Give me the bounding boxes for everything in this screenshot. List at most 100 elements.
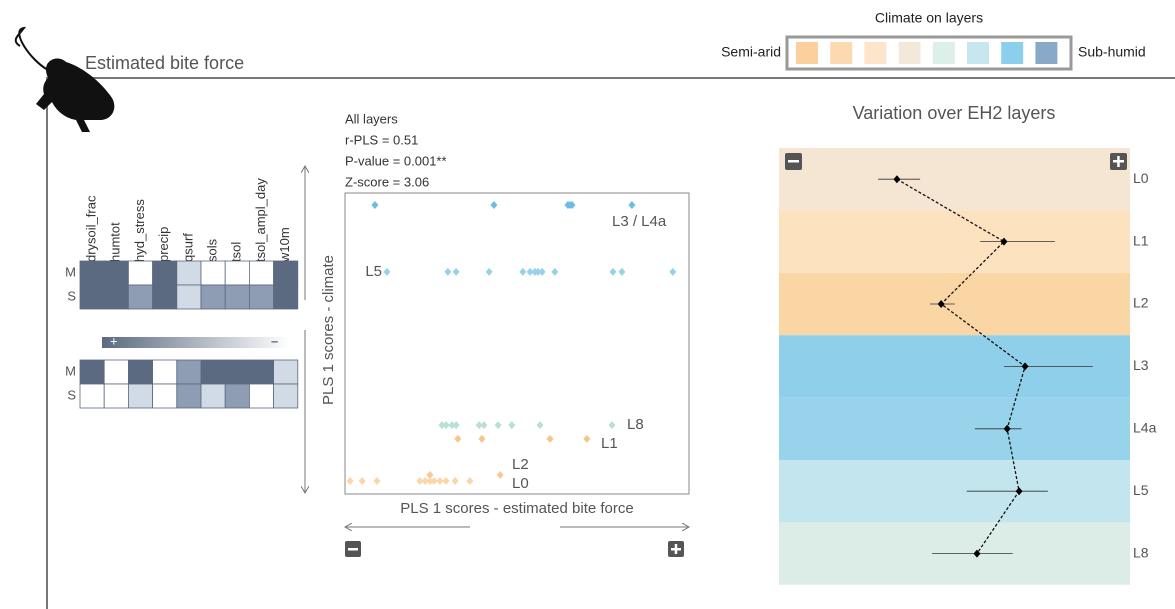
heatmap-cell <box>127 260 153 286</box>
layer-label: L0 <box>1133 170 1149 186</box>
legend-swatch <box>796 42 818 64</box>
heatmap-cell <box>103 359 129 385</box>
heatmap-cell <box>273 260 299 286</box>
panel-title: Estimated bite force <box>85 53 244 73</box>
legend-right: Sub-humid <box>1078 44 1146 60</box>
column-label: precip <box>156 227 171 262</box>
scatter-point <box>669 267 677 276</box>
scatter-point <box>551 267 559 276</box>
legend-left: Semi-arid <box>721 44 781 60</box>
frame <box>46 77 1175 609</box>
scatter-point <box>618 267 626 276</box>
heatmap-cell <box>200 284 226 310</box>
stat-text: All layers <box>345 111 398 126</box>
scatter-point <box>383 267 391 276</box>
mouse-icon <box>14 26 115 132</box>
row-label: S <box>67 387 76 402</box>
heatmap-cell <box>200 260 226 286</box>
scatter-point <box>466 477 474 486</box>
heatmap-cell <box>127 383 153 409</box>
heatmap-cell <box>224 284 250 310</box>
legend-swatch <box>1001 42 1024 64</box>
legend-swatch <box>932 42 955 64</box>
stat-text: r-PLS = 0.51 <box>345 132 418 147</box>
scatter-point <box>568 201 576 210</box>
mean-point <box>1021 362 1029 371</box>
legend-swatch <box>898 42 921 64</box>
row-label: M <box>65 264 76 279</box>
scatter-point <box>583 434 591 443</box>
scatter-point <box>536 421 544 430</box>
scatter-point <box>454 434 462 443</box>
group-label: L1 <box>601 435 618 452</box>
column-label: sols <box>205 238 220 262</box>
layer-band <box>779 148 1130 211</box>
legend-box <box>785 35 1073 71</box>
group-label: L3 / L4a <box>612 213 667 230</box>
heatmap-cell <box>103 284 129 310</box>
layer-label: L3 <box>1133 357 1149 373</box>
scatter-point <box>478 434 486 443</box>
heatmap-cell <box>79 284 105 310</box>
legend-swatch <box>864 42 887 64</box>
heatmap-cell <box>152 260 178 286</box>
scatter-point <box>475 421 483 430</box>
heatmap-cell <box>127 359 153 385</box>
scatter-point <box>628 201 636 210</box>
legend-swatch <box>1035 42 1058 64</box>
heatmap-cell <box>152 383 178 409</box>
row-label: S <box>67 288 76 303</box>
scatter-point <box>426 471 434 480</box>
heatmap-cell <box>103 260 129 286</box>
heatmap-cell <box>273 359 299 385</box>
scatter-point <box>534 267 542 276</box>
scatter-point <box>371 201 379 210</box>
heatmap-cell <box>200 383 226 409</box>
minus-icon <box>785 153 802 170</box>
column-label: hyd_stress <box>132 199 147 262</box>
mean-point <box>973 549 981 558</box>
x-axis-label: PLS 1 scores - estimated bite force <box>400 500 633 517</box>
column-label: tsol <box>229 242 244 262</box>
heatmap-cell <box>176 284 202 310</box>
heatmap-cell <box>79 359 105 385</box>
heatmap-cell <box>103 383 129 409</box>
scatter-point <box>485 267 493 276</box>
scatter-point <box>426 477 434 486</box>
layer-label: L2 <box>1133 295 1149 311</box>
heatmap-cell <box>248 260 274 286</box>
scatter-point <box>436 477 444 486</box>
heatmap-cell <box>200 359 226 385</box>
heatmap-cell <box>248 284 274 310</box>
column-label: w10m <box>277 227 292 263</box>
scatter-point <box>452 267 460 276</box>
scatter-point <box>480 421 488 430</box>
heatmap-cell <box>79 260 105 286</box>
scatter-point <box>452 421 460 430</box>
scatter-point <box>430 477 438 486</box>
layer-band <box>779 397 1130 460</box>
mean-point <box>893 175 901 184</box>
heatmap-cell <box>273 284 299 310</box>
scatter-point <box>538 267 546 276</box>
layer-label: L1 <box>1133 232 1149 248</box>
mean-point <box>1000 237 1008 246</box>
scatter-point <box>358 477 366 486</box>
scatter-point <box>451 477 459 486</box>
scatter-point <box>416 477 424 486</box>
heatmap-cell <box>152 359 178 385</box>
heatmap-cell <box>224 260 250 286</box>
heatmap-cell <box>248 359 274 385</box>
heatmap-cell <box>273 383 299 409</box>
gradient-bar <box>102 337 290 348</box>
row-label: M <box>65 363 76 378</box>
minus-icon <box>345 541 361 557</box>
heatmap-cell <box>127 284 153 310</box>
scatter-point <box>609 267 617 276</box>
gradient-minus: – <box>271 333 278 348</box>
heatmap-cell <box>79 383 105 409</box>
scatter-point <box>546 434 554 443</box>
layer-label: L4a <box>1133 420 1157 436</box>
